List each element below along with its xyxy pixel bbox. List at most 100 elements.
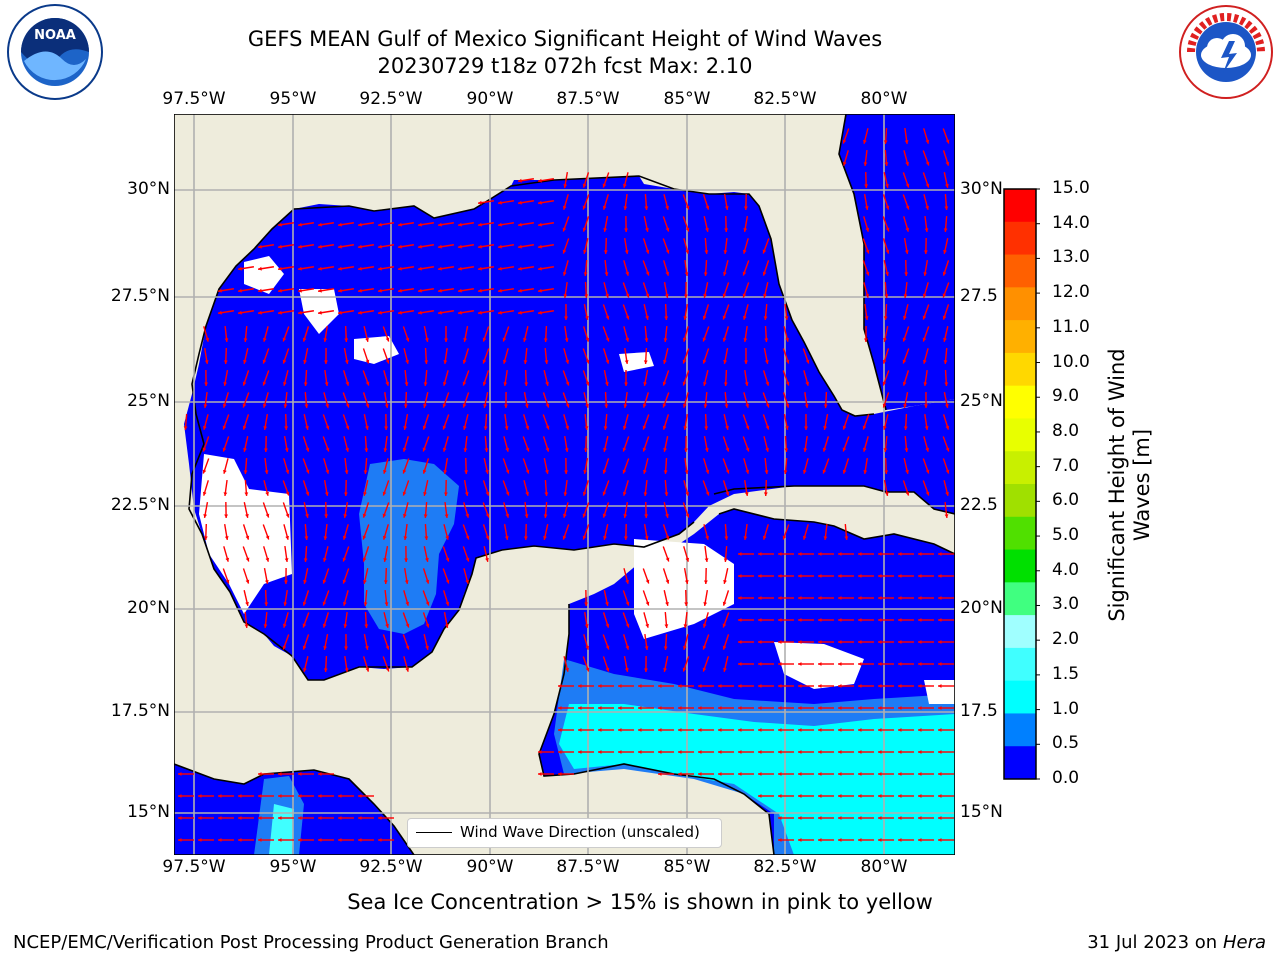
wave-direction-arrow (318, 816, 334, 820)
wave-direction-arrow (622, 612, 630, 628)
wave-direction-arrow (362, 348, 370, 364)
wave-direction-arrow (722, 326, 730, 342)
wave-direction-arrow (878, 706, 894, 710)
wave-direction-arrow (802, 524, 809, 540)
colorbar-segment-1 (1004, 221, 1036, 256)
wave-direction-arrow (918, 838, 934, 842)
wave-direction-arrow (723, 237, 728, 255)
lon-label-bottom-0: 97.5°W (162, 857, 226, 877)
wave-direction-arrow (818, 596, 834, 600)
wave-direction-arrow (818, 552, 834, 556)
wave-direction-arrow (903, 216, 910, 232)
wave-direction-arrow (898, 684, 914, 688)
colorbar-segment-10 (1004, 516, 1036, 551)
wave-direction-arrow (378, 816, 394, 820)
wave-direction-arrow (664, 479, 669, 497)
wave-direction-arrow (257, 288, 275, 293)
wave-direction-arrow (722, 304, 730, 320)
wave-direction-arrow (324, 501, 329, 519)
lat-label-left-1: 27.5°N (110, 286, 170, 306)
wave-direction-arrow (902, 326, 910, 342)
wave-direction-arrow (382, 656, 390, 672)
wave-zone-pacific-cyan (269, 804, 294, 855)
wave-direction-arrow (642, 392, 650, 408)
wave-direction-arrow (778, 618, 794, 622)
wave-direction-arrow (643, 347, 648, 365)
wave-direction-arrow (722, 480, 730, 496)
wave-direction-arrow (922, 348, 929, 364)
wave-direction-arrow (923, 194, 929, 210)
wave-direction-arrow (437, 288, 455, 293)
wave-direction-arrow (297, 222, 315, 227)
wave-direction-arrow (522, 436, 530, 452)
wave-direction-arrow (517, 200, 535, 205)
wave-direction-arrow (444, 325, 448, 343)
wave-direction-arrow (564, 303, 568, 321)
wave-direction-arrow (582, 172, 590, 188)
wave-direction-arrow (482, 524, 490, 540)
lon-label-top-4: 87.5°W (556, 89, 620, 109)
wave-direction-arrow (764, 457, 769, 475)
wave-direction-arrow (644, 193, 649, 211)
wave-direction-arrow (738, 706, 754, 710)
wave-direction-arrow (442, 370, 449, 386)
wave-direction-arrow (703, 524, 709, 540)
wave-direction-arrow (223, 458, 229, 474)
wave-direction-arrow (262, 546, 270, 562)
wave-direction-arrow (503, 502, 510, 518)
wave-direction-arrow (423, 326, 429, 342)
wave-direction-arrow (623, 523, 628, 541)
wave-direction-arrow (397, 310, 415, 315)
lon-label-bottom-5: 85°W (663, 857, 711, 877)
wave-direction-arrow (798, 750, 814, 754)
wave-direction-arrow (357, 310, 375, 315)
wave-direction-arrow (863, 128, 869, 144)
wave-direction-arrow (602, 612, 610, 628)
wave-direction-arrow (562, 216, 570, 232)
wave-direction-arrow (842, 414, 850, 430)
wave-direction-arrow (798, 618, 814, 622)
wave-direction-arrow (663, 436, 669, 452)
wave-direction-arrow (443, 612, 449, 628)
wave-direction-arrow (242, 568, 250, 584)
wave-direction-arrow (858, 728, 874, 732)
wave-direction-arrow (698, 706, 714, 710)
wave-direction-arrow (743, 325, 748, 343)
wave-direction-arrow (758, 640, 774, 644)
wave-direction-arrow (603, 413, 608, 431)
wave-direction-arrow (242, 392, 250, 408)
lon-label-top-1: 95°W (269, 89, 317, 109)
wave-direction-arrow (944, 501, 949, 519)
wave-direction-arrow (723, 348, 729, 364)
wave-direction-arrow (664, 303, 669, 321)
wave-direction-arrow (738, 618, 754, 622)
wave-direction-arrow (457, 266, 475, 271)
wave-direction-arrow (603, 590, 609, 606)
wave-direction-arrow (918, 618, 934, 622)
wave-direction-arrow (702, 194, 710, 210)
wave-direction-arrow (884, 281, 889, 299)
wave-direction-arrow (942, 436, 950, 452)
wave-direction-arrow (462, 370, 470, 386)
wave-direction-arrow (537, 200, 555, 205)
colorbar-tick-6: 9.0 (1052, 386, 1080, 407)
wave-direction-arrow (618, 684, 634, 688)
wave-direction-arrow (302, 436, 310, 452)
wave-direction-arrow (943, 238, 949, 254)
wave-direction-arrow (204, 347, 209, 365)
wave-direction-arrow (878, 596, 894, 600)
wave-direction-arrow (243, 457, 248, 475)
wave-direction-arrow (898, 574, 914, 578)
wave-direction-arrow (862, 436, 869, 452)
wave-direction-arrow (542, 436, 550, 452)
wave-direction-arrow (237, 288, 255, 293)
wave-direction-arrow (602, 480, 610, 496)
wave-direction-arrow (702, 348, 710, 364)
wave-direction-arrow (642, 436, 650, 452)
colorbar-segment-7 (1004, 418, 1036, 452)
wave-direction-arrow (838, 596, 854, 600)
wave-direction-arrow (903, 304, 909, 320)
wave-direction-arrow (663, 590, 669, 606)
wave-direction-arrow (343, 348, 349, 364)
wave-direction-arrow (938, 596, 954, 600)
